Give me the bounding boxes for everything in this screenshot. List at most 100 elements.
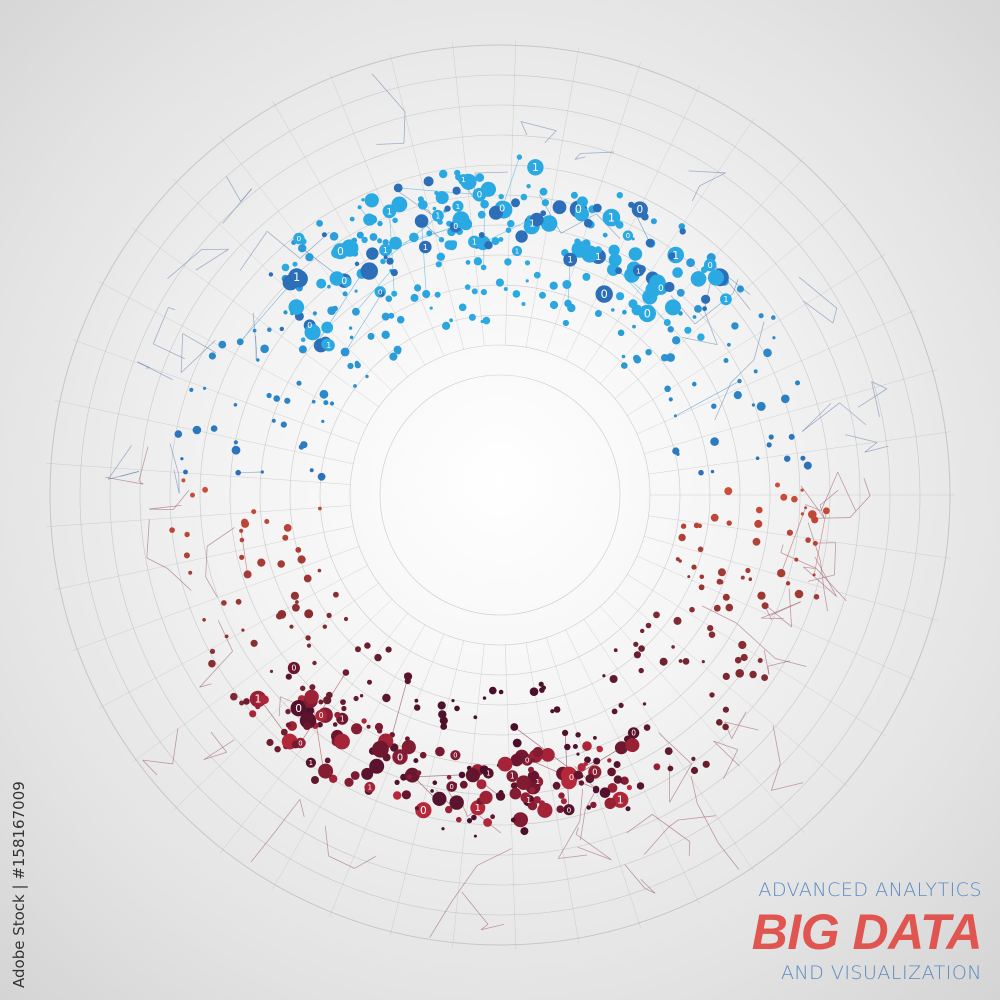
grid-spoke [565,629,700,905]
data-node [777,569,786,578]
data-node [733,391,742,400]
data-node [595,285,613,303]
data-node [698,584,705,591]
grid-spoke [636,555,916,681]
web-link [788,588,793,628]
binary-digit: 0 [337,246,344,258]
data-node [563,252,578,267]
data-node [512,290,521,298]
data-node [283,310,288,315]
data-node [318,763,334,779]
web-link [834,542,837,576]
data-node [581,245,599,263]
data-node [473,834,477,838]
data-node [731,322,739,330]
data-node [221,600,227,606]
data-node [643,724,651,731]
data-node [562,319,570,327]
data-node [342,669,350,676]
data-node [369,233,378,241]
data-node [678,533,686,542]
data-node [316,278,327,289]
data-node [788,433,795,440]
data-node [525,279,529,283]
data-node [391,290,398,297]
web-link [299,799,305,817]
data-node [435,261,442,268]
data-node [628,299,638,309]
data-node [340,347,350,357]
web-link [732,279,739,294]
data-node [540,215,558,232]
data-node [702,306,707,312]
data-node [290,591,299,600]
data-node [607,783,618,793]
web-link [152,307,169,345]
polar-grid [46,40,955,950]
grid-spoke [583,117,755,371]
data-node [291,740,300,749]
binary-digit: 1 [383,246,388,255]
grid-spoke [389,53,464,350]
data-node [531,758,536,763]
web-link [580,151,615,154]
data-node [697,333,705,341]
data-node [473,715,478,720]
data-node [364,642,371,649]
data-node [549,281,558,290]
binary-digit: 1 [636,267,641,276]
web-link [863,478,871,496]
data-node [239,528,244,533]
data-node [192,425,202,435]
web-link [429,901,453,938]
data-node [784,455,791,462]
web-link [688,170,726,174]
data-node [388,312,395,319]
binary-digit: 0 [636,204,643,216]
data-node [202,618,206,622]
web-link [864,445,889,453]
data-node [321,321,334,334]
data-node [444,205,451,212]
data-node [432,791,447,807]
binary-digit: 1 [475,803,481,814]
binary-digit: 1 [672,249,679,262]
network-link [421,221,427,294]
data-node [483,818,492,827]
data-node [444,240,455,250]
data-node [367,332,375,340]
data-node [532,746,544,758]
data-node [347,362,354,370]
data-node [642,289,658,305]
web-link [168,307,176,311]
data-node [667,765,674,772]
data-node [441,827,445,831]
grid-spoke [648,515,951,559]
binary-digit: 1 [461,175,466,184]
data-node [321,232,327,238]
data-node [550,709,555,714]
data-node [748,577,753,581]
data-node [632,264,645,277]
grid-spoke [54,525,354,590]
data-node [329,271,345,286]
data-node [460,173,477,190]
data-node [189,387,194,392]
data-node [435,191,449,205]
data-node [638,645,645,652]
data-node [231,445,241,455]
data-node [348,326,353,330]
data-node [361,236,368,244]
binary-digit: 0 [575,203,582,216]
data-node [771,315,776,320]
binary-digit: 0 [592,768,597,778]
data-node [664,747,673,755]
data-node [331,247,342,259]
data-node [365,374,369,379]
web-link [240,188,253,202]
data-node [208,659,216,668]
data-node [271,418,276,423]
network-link [398,187,480,196]
data-node [479,765,489,775]
data-node [680,523,687,529]
